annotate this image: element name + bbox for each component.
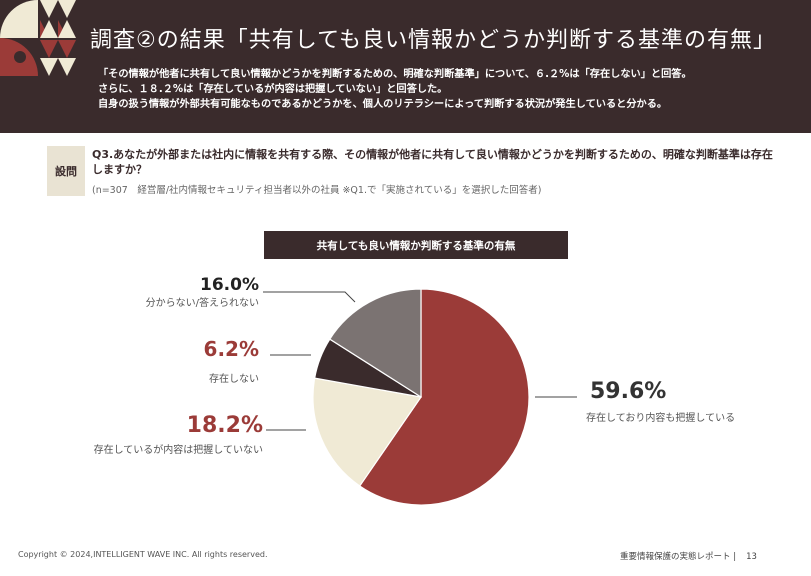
page-title: 調査②の結果「共有しても良い情報かどうか判断する基準の有無」: [90, 28, 776, 53]
slice-percent-label: 6.2%: [204, 337, 259, 361]
copyright-text: Copyright © 2024,INTELLIGENT WAVE INC. A…: [18, 550, 268, 559]
question-badge: 設問: [47, 146, 85, 196]
header-banner: 調査②の結果「共有しても良い情報かどうか判断する基準の有無」 「その情報が他者に…: [0, 0, 811, 133]
slice-percent-label: 18.2%: [187, 413, 263, 438]
slice-category-label: 存在しない: [209, 372, 259, 385]
page-number: 13: [746, 552, 757, 562]
report-name: 重要情報保護の実態レポート |: [620, 552, 737, 562]
brand-pattern-logo: [0, 0, 78, 76]
report-footer: 重要情報保護の実態レポート | 13: [620, 550, 757, 562]
question-note: (n=307 経営層/社内情報セキュリティ担当者以外の社員 ※Q1.で「実施され…: [92, 185, 542, 196]
summary-line: 自身の扱う情報が外部共有可能なものであるかどうかを、個人のリテラシーによって判断…: [98, 99, 668, 110]
slice-percent-label: 16.0%: [200, 275, 259, 295]
question-text: Q3.あなたが外部または社内に情報を共有する際、その情報が他者に共有して良い情報…: [92, 148, 773, 176]
pie-slice: [328, 288, 422, 399]
summary-text: 「その情報が他者に共有して良い情報かどうかを判断するための、明確な判断基準」につ…: [98, 67, 798, 112]
summary-line: さらに、１８.２%は「存在しているが内容は把握していない」と回答した。: [98, 84, 448, 95]
summary-line: 「その情報が他者に共有して良い情報かどうかを判断するための、明確な判断基準」につ…: [98, 69, 692, 80]
pie-slice: [312, 377, 423, 487]
slice-category-label: 存在しており内容も把握している: [586, 411, 735, 424]
chart-title: 共有しても良い情報か判断する基準の有無: [264, 231, 568, 259]
slice-category-label: 分からない/答えられない: [146, 296, 259, 309]
slice-percent-label: 59.6%: [590, 379, 666, 404]
leader-line: [263, 291, 356, 303]
pie-slice: [358, 288, 530, 506]
slice-category-label: 存在しているが内容は把握していない: [94, 443, 263, 456]
